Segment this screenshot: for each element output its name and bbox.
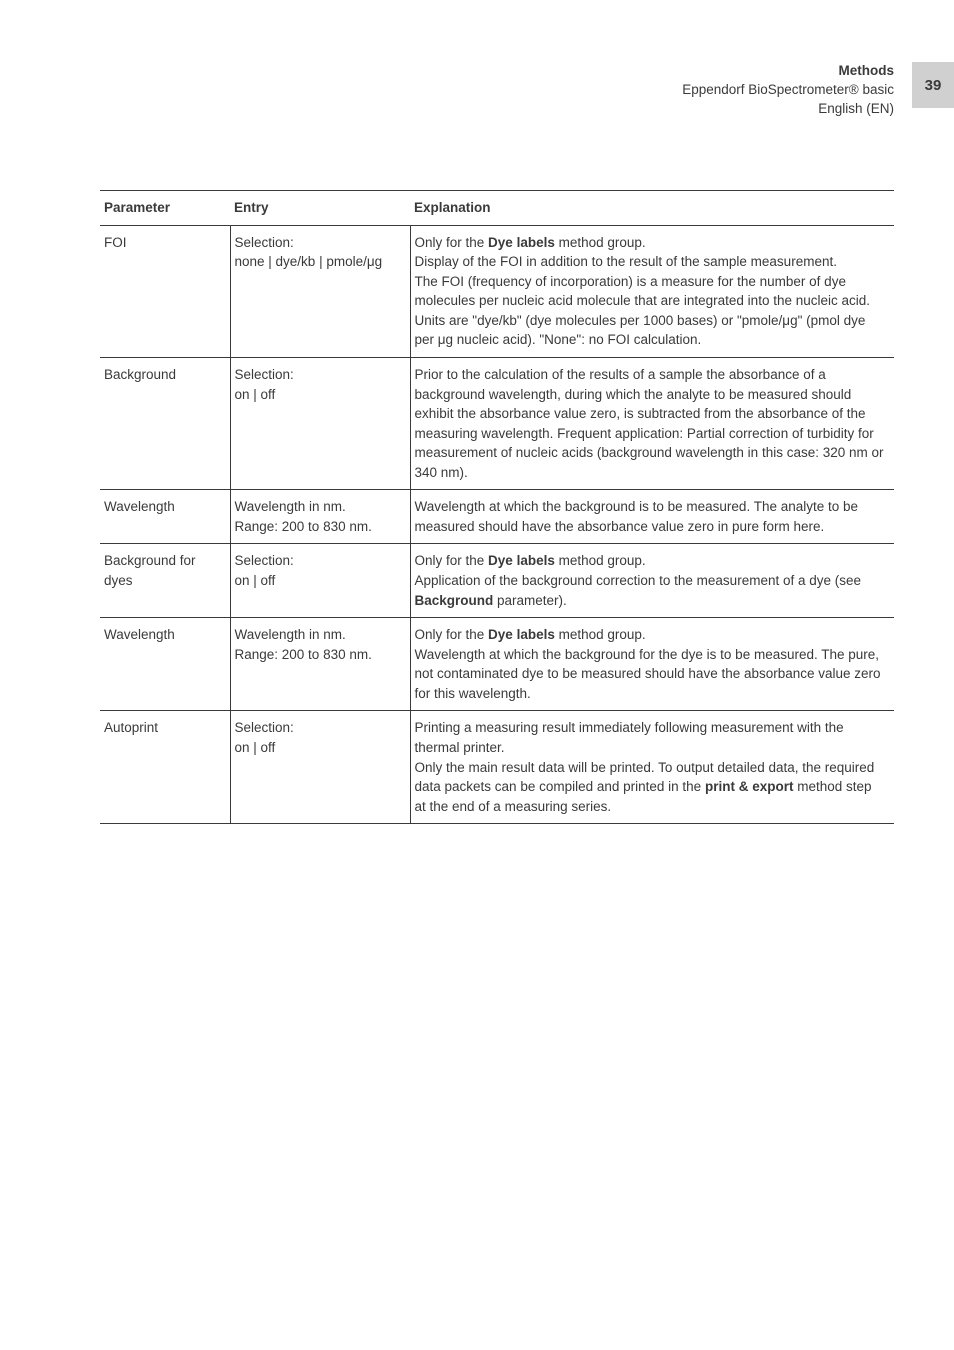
header-subtitle: Eppendorf BioSpectrometer® basic [682, 81, 894, 100]
col-header-entry: Entry [230, 191, 410, 226]
cell-parameter: Wavelength [100, 618, 230, 711]
page-number: 39 [925, 77, 942, 94]
cell-entry: Selection: on | off [230, 357, 410, 489]
table-header-row: Parameter Entry Explanation [100, 191, 894, 226]
cell-parameter: Background [100, 357, 230, 489]
cell-parameter: Autoprint [100, 711, 230, 824]
table-row: WavelengthWavelength in nm. Range: 200 t… [100, 490, 894, 544]
cell-explanation: Prior to the calculation of the results … [410, 357, 894, 489]
col-header-explanation: Explanation [410, 191, 894, 226]
table-row: FOISelection: none | dye/kb | pmole/μgOn… [100, 225, 894, 357]
page-header: Methods Eppendorf BioSpectrometer® basic… [682, 62, 894, 119]
table-row: Background for dyesSelection: on | offOn… [100, 544, 894, 618]
cell-parameter: Background for dyes [100, 544, 230, 618]
col-header-parameter: Parameter [100, 191, 230, 226]
page-number-tab: 39 [912, 62, 954, 108]
table-row: BackgroundSelection: on | offPrior to th… [100, 357, 894, 489]
table-row: AutoprintSelection: on | offPrinting a m… [100, 711, 894, 824]
cell-parameter: Wavelength [100, 490, 230, 544]
cell-explanation: Only for the Dye labels method group. Di… [410, 225, 894, 357]
cell-entry: Wavelength in nm. Range: 200 to 830 nm. [230, 618, 410, 711]
cell-entry: Wavelength in nm. Range: 200 to 830 nm. [230, 490, 410, 544]
cell-explanation: Wavelength at which the background is to… [410, 490, 894, 544]
cell-explanation: Only for the Dye labels method group. Wa… [410, 618, 894, 711]
cell-entry: Selection: on | off [230, 711, 410, 824]
cell-entry: Selection: none | dye/kb | pmole/μg [230, 225, 410, 357]
cell-explanation: Only for the Dye labels method group. Ap… [410, 544, 894, 618]
content-area: Parameter Entry Explanation FOISelection… [100, 190, 894, 824]
table-body: FOISelection: none | dye/kb | pmole/μgOn… [100, 225, 894, 824]
cell-entry: Selection: on | off [230, 544, 410, 618]
parameters-table: Parameter Entry Explanation FOISelection… [100, 190, 894, 824]
header-title: Methods [682, 62, 894, 81]
table-row: WavelengthWavelength in nm. Range: 200 t… [100, 618, 894, 711]
cell-explanation: Printing a measuring result immediately … [410, 711, 894, 824]
header-language: English (EN) [682, 100, 894, 119]
cell-parameter: FOI [100, 225, 230, 357]
